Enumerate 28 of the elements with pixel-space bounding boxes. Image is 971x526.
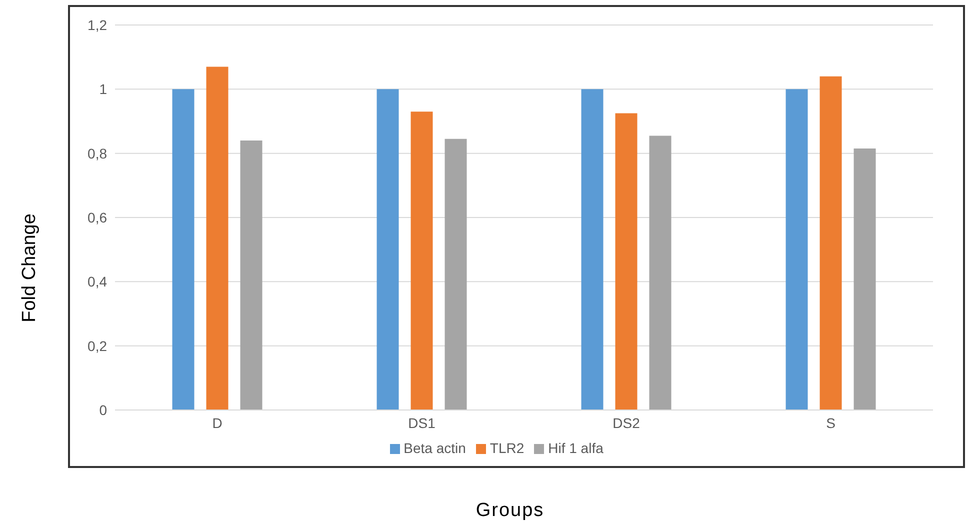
x-axis-title: Groups (476, 500, 544, 522)
bar (786, 89, 808, 410)
bar (615, 113, 638, 410)
y-tick-label: 0,8 (88, 145, 108, 162)
y-tick-label: 0 (99, 402, 108, 418)
bar (240, 140, 262, 410)
y-tick-label: 0,6 (88, 209, 108, 226)
x-tick-label: DS2 (612, 414, 640, 431)
y-tick-label: 0,4 (88, 274, 108, 290)
bar (376, 89, 399, 410)
legend-label: TLR2 (490, 440, 524, 456)
y-tick-label: 0,2 (88, 338, 108, 354)
bar (410, 112, 433, 410)
bar (820, 76, 842, 410)
y-axis-title: Fold Change (19, 214, 41, 322)
legend-label: Beta actin (404, 440, 466, 456)
y-tick-label: 1 (99, 81, 108, 98)
bar (172, 89, 194, 410)
bar (581, 89, 604, 410)
x-tick-label: S (826, 414, 836, 431)
x-tick-label: DS1 (408, 414, 436, 431)
y-tick-label: 1,2 (88, 16, 108, 33)
bar (444, 138, 467, 410)
legend-label: Hif 1 alfa (548, 440, 604, 456)
bar (649, 136, 672, 410)
bar (206, 66, 228, 410)
bar (854, 148, 876, 410)
x-tick-label: D (212, 414, 222, 431)
